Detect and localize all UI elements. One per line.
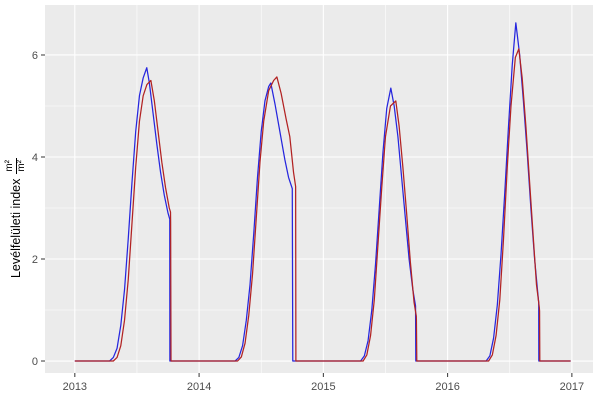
y-axis-unit-fraction: m² m² — [4, 157, 27, 174]
y-tick-label: 0 — [32, 356, 38, 368]
y-axis-unit-denominator: m² — [15, 159, 27, 172]
x-tick-label: 2013 — [63, 381, 87, 393]
y-axis-title: Levélfelületi index m² m² — [4, 157, 27, 279]
y-tick-label: 2 — [32, 254, 38, 266]
x-tick-label: 2015 — [311, 381, 335, 393]
plot-panel — [45, 5, 593, 373]
y-axis-title-text: Levélfelületi index — [9, 178, 23, 279]
x-tick-label: 2016 — [435, 381, 459, 393]
series-line-red-series — [74, 48, 571, 362]
y-tick-label: 4 — [32, 152, 38, 164]
axis-tick-marks — [41, 54, 573, 377]
x-tick-label: 2017 — [560, 381, 584, 393]
series-line-blue-series — [74, 22, 571, 362]
x-tick-label: 2014 — [187, 381, 211, 393]
x-axis-tick-labels: 2013 2014 2015 2016 2017 — [63, 381, 585, 393]
y-axis-unit-numerator: m² — [4, 157, 17, 174]
y-axis-tick-labels: 0 2 4 6 — [32, 50, 38, 368]
y-tick-label: 6 — [32, 50, 38, 62]
major-gridlines — [45, 5, 593, 373]
minor-gridlines — [45, 5, 593, 373]
